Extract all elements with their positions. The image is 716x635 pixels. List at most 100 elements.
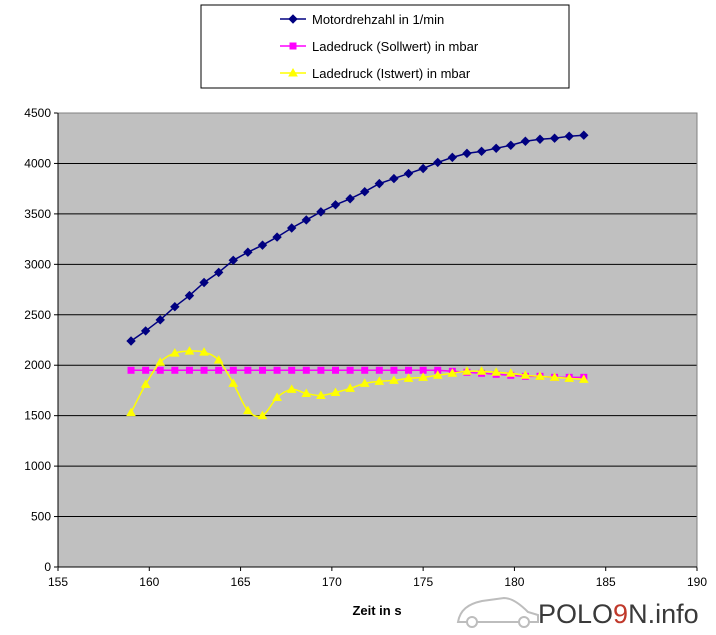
legend-marker <box>288 14 298 24</box>
data-point <box>170 301 180 312</box>
data-point <box>332 366 340 374</box>
legend-label: Ladedruck (Istwert) in mbar <box>312 66 471 81</box>
data-point <box>272 232 282 242</box>
watermark-text: POLO9N.info <box>538 599 699 629</box>
x-tick-label: 160 <box>139 575 159 589</box>
data-point <box>361 366 369 374</box>
data-point <box>286 223 297 233</box>
data-point <box>185 366 193 374</box>
y-tick-label: 1500 <box>24 409 51 423</box>
data-point <box>301 388 312 397</box>
data-point <box>447 368 458 377</box>
data-point <box>244 366 252 374</box>
data-point <box>389 375 399 384</box>
series-1 <box>126 130 589 346</box>
data-point <box>257 240 268 250</box>
data-point <box>288 366 296 374</box>
x-tick-label: 185 <box>596 575 616 589</box>
data-point <box>155 315 165 325</box>
data-point <box>433 157 443 168</box>
y-tick-label: 1000 <box>24 459 51 473</box>
series-layer <box>126 130 589 420</box>
legend-entries: Motordrehzahl in 1/min Ladedruck (Sollwer… <box>280 12 479 81</box>
legend: Motordrehzahl in 1/min Ladedruck (Sollwer… <box>200 4 570 89</box>
data-point <box>506 140 516 150</box>
data-point <box>184 346 195 355</box>
data-point <box>476 146 487 157</box>
x-tick-label: 190 <box>687 575 707 589</box>
data-point <box>184 290 195 301</box>
y-tick-label: 2500 <box>24 308 51 322</box>
x-tick-label: 170 <box>322 575 342 589</box>
data-point <box>403 373 414 382</box>
y-tick-label: 4500 <box>24 106 51 120</box>
watermark-n: N <box>628 599 648 629</box>
legend-marker <box>288 67 298 77</box>
data-point <box>199 347 209 356</box>
data-point <box>215 366 223 374</box>
data-point <box>345 383 355 392</box>
y-tick-label: 3000 <box>24 257 51 271</box>
data-point <box>316 390 326 399</box>
watermark-suffix: .info <box>648 599 699 629</box>
data-point <box>549 133 560 143</box>
data-point <box>535 134 545 144</box>
data-point <box>169 348 180 357</box>
data-point <box>199 277 209 288</box>
data-point <box>243 405 253 415</box>
data-point <box>273 366 281 374</box>
legend-entry: Ladedruck (Sollwert) in mbar <box>280 39 479 54</box>
data-point <box>374 376 385 385</box>
series-3 <box>126 346 589 420</box>
y-tick-label: 500 <box>31 510 51 524</box>
watermark-logo: POLO9N.info <box>456 596 699 629</box>
data-point <box>140 379 151 388</box>
data-point <box>243 247 253 257</box>
data-point <box>213 355 224 364</box>
data-point <box>346 366 354 374</box>
data-point <box>345 194 355 204</box>
data-point <box>462 148 472 159</box>
data-point <box>389 173 399 184</box>
plot-area <box>58 113 697 567</box>
data-point <box>317 366 325 374</box>
data-point <box>156 366 164 374</box>
data-point <box>228 378 239 387</box>
axes: 0 500 1000 1500 2000 2500 3000 3500 4000 4500 155 1… <box>24 106 707 589</box>
x-tick-label: 155 <box>48 575 68 589</box>
data-point <box>491 367 502 376</box>
data-point <box>520 136 531 146</box>
data-point <box>126 336 136 346</box>
x-axis-title: Zeit in s <box>352 603 401 618</box>
data-point <box>359 378 370 387</box>
car-icon <box>456 596 539 623</box>
data-point <box>375 366 383 374</box>
y-tick-label: 3500 <box>24 207 51 221</box>
data-point <box>258 366 266 374</box>
data-point <box>535 371 545 380</box>
data-point <box>229 366 237 374</box>
data-point <box>228 255 238 266</box>
data-point <box>360 186 370 197</box>
data-point <box>257 410 268 420</box>
legend-entry: Motordrehzahl in 1/min <box>280 12 444 27</box>
data-point <box>491 143 501 154</box>
data-point <box>272 392 282 402</box>
data-point <box>549 372 560 381</box>
legend-label: Ladedruck (Sollwert) in mbar <box>312 39 479 54</box>
data-point <box>374 178 385 189</box>
data-point <box>520 370 531 379</box>
data-point <box>302 366 310 374</box>
data-point <box>578 374 589 383</box>
legend-box <box>200 4 570 89</box>
data-point <box>418 163 428 174</box>
y-tick-label: 4000 <box>24 156 51 170</box>
data-point <box>564 373 575 382</box>
data-point <box>447 152 458 163</box>
data-point <box>330 200 341 210</box>
data-point <box>301 215 312 225</box>
data-point <box>405 366 413 374</box>
data-point <box>432 370 443 379</box>
car-wheel-rear-icon <box>518 616 530 628</box>
